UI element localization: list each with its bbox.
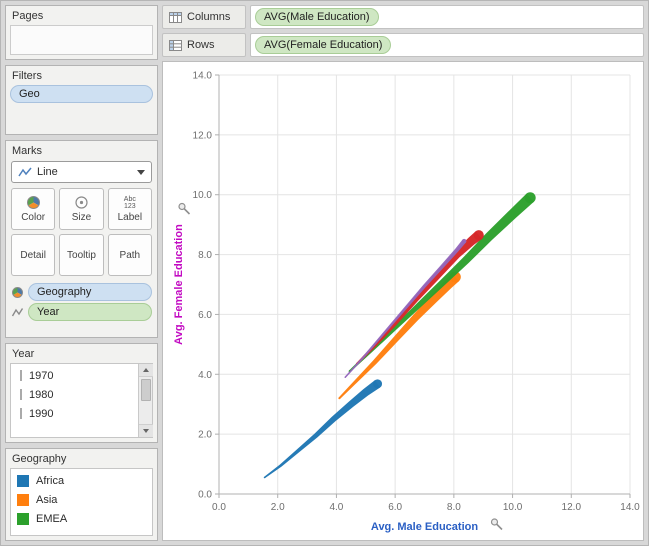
pages-dropzone[interactable] [10, 25, 153, 55]
color-button-label: Color [21, 212, 46, 223]
svg-text:2.0: 2.0 [198, 430, 212, 441]
year-card: Year 1970 1980 1990 [5, 343, 158, 443]
filter-pill-geo[interactable]: Geo [10, 85, 153, 103]
scroll-up-button[interactable] [138, 364, 153, 377]
rows-shelf-header: Rows [162, 33, 246, 57]
x-axis-pin-icon[interactable] [490, 518, 503, 531]
svg-text:Avg. Female Education: Avg. Female Education [173, 224, 185, 345]
y-axis-pin-icon[interactable] [178, 202, 191, 215]
filters-card: Filters Geo [5, 65, 158, 135]
geography-legend-title: Geography [12, 453, 67, 465]
rows-shelf-label: Rows [187, 39, 215, 51]
mark-type-value: Line [37, 166, 58, 178]
svg-text:6.0: 6.0 [198, 310, 212, 321]
main-panel: Columns AVG(Male Education) Rows AVG(Fem… [162, 5, 644, 541]
year-scrollbar[interactable] [138, 364, 153, 437]
columns-shelf-label: Columns [187, 11, 231, 23]
scroll-down-icon [142, 429, 149, 433]
svg-text:6.0: 6.0 [388, 502, 402, 513]
color-button[interactable]: Color [11, 188, 56, 230]
svg-text:2.0: 2.0 [271, 502, 285, 513]
svg-text:14.0: 14.0 [620, 502, 640, 513]
columns-shelf[interactable]: AVG(Male Education) [250, 5, 644, 29]
rows-pill-avg-female-education[interactable]: AVG(Female Education) [255, 36, 392, 54]
label-button[interactable]: Abc 123 Label [107, 188, 152, 230]
emea-color-swatch [17, 512, 29, 525]
svg-text:12.0: 12.0 [193, 130, 213, 141]
svg-text:0.0: 0.0 [212, 502, 226, 513]
mark-type-dropdown[interactable]: Line [11, 161, 152, 183]
sidebar: Pages Filters Geo Marks Line [5, 5, 158, 541]
chart-canvas[interactable]: 0.0 2.0 4.0 6.0 8.0 10.0 12.0 14.0 0.0 2.0 4.0 6.0 8… [162, 61, 644, 541]
filters-card-title: Filters [12, 70, 42, 82]
marks-pill-year[interactable]: Year [28, 303, 152, 321]
size-button[interactable]: Size [59, 188, 104, 230]
year-tick-icon [20, 370, 22, 381]
color-wheel-icon [26, 196, 40, 209]
svg-text:8.0: 8.0 [198, 250, 212, 261]
svg-text:8.0: 8.0 [447, 502, 461, 513]
path-button[interactable]: Path [107, 234, 152, 276]
svg-text:Avg. Male Education: Avg. Male Education [371, 521, 478, 533]
tooltip-button-label: Tooltip [67, 249, 96, 261]
year-item-1980[interactable]: 1980 [11, 385, 138, 404]
svg-text:4.0: 4.0 [198, 370, 212, 381]
year-list: 1970 1980 1990 [11, 364, 138, 437]
columns-shelf-header: Columns [162, 5, 246, 29]
scroll-up-icon [142, 368, 149, 372]
year-tick-icon [20, 408, 22, 419]
label-button-label: Label [117, 211, 143, 223]
scrollbar-thumb[interactable] [140, 379, 151, 401]
line-chart-icon [18, 167, 32, 177]
legend-item-asia[interactable]: Asia [11, 490, 152, 509]
asia-color-swatch [17, 493, 29, 506]
geography-legend-card: Geography Africa Asia EMEA [5, 448, 158, 541]
path-shelf-icon [11, 307, 24, 316]
marks-buttons-row1: Color Size Abc 123 Label [11, 188, 152, 276]
year-item-1970[interactable]: 1970 [11, 366, 138, 385]
path-button-label: Path [119, 249, 141, 261]
size-button-label: Size [71, 212, 92, 223]
year-item-1990[interactable]: 1990 [11, 404, 138, 423]
svg-text:10.0: 10.0 [193, 190, 213, 201]
columns-shelf-icon [169, 11, 182, 23]
detail-button[interactable]: Detail [11, 234, 56, 276]
chevron-down-icon [137, 169, 145, 175]
color-shelf-icon [12, 286, 23, 298]
size-icon [75, 196, 88, 209]
year-card-title: Year [12, 348, 35, 360]
education-scatter-line-chart[interactable]: 0.0 2.0 4.0 6.0 8.0 10.0 12.0 14.0 0.0 2.0 4.0 6.0 8… [163, 62, 643, 540]
svg-text:10.0: 10.0 [503, 502, 523, 513]
svg-text:12.0: 12.0 [562, 502, 582, 513]
pages-card-title: Pages [12, 10, 44, 22]
year-tick-icon [20, 389, 22, 400]
legend-item-africa[interactable]: Africa [11, 471, 152, 490]
africa-color-swatch [17, 474, 29, 487]
pages-card: Pages [5, 5, 158, 60]
rows-shelf[interactable]: AVG(Female Education) [250, 33, 644, 57]
legend-item-emea[interactable]: EMEA [11, 509, 152, 528]
svg-text:0.0: 0.0 [198, 490, 212, 501]
marks-pill-geography[interactable]: Geography [28, 283, 152, 301]
rows-shelf-icon [169, 39, 182, 51]
scroll-down-button[interactable] [138, 424, 153, 437]
svg-text:14.0: 14.0 [193, 71, 213, 82]
abc123-icon: Abc 123 [123, 195, 136, 210]
geography-legend: Africa Asia EMEA [10, 468, 153, 536]
marks-card-title: Marks [12, 145, 42, 157]
detail-button-label: Detail [20, 249, 46, 261]
columns-pill-avg-male-education[interactable]: AVG(Male Education) [255, 8, 379, 26]
tooltip-button[interactable]: Tooltip [59, 234, 104, 276]
svg-text:4.0: 4.0 [329, 502, 343, 513]
marks-card: Marks Line Color [5, 140, 158, 338]
